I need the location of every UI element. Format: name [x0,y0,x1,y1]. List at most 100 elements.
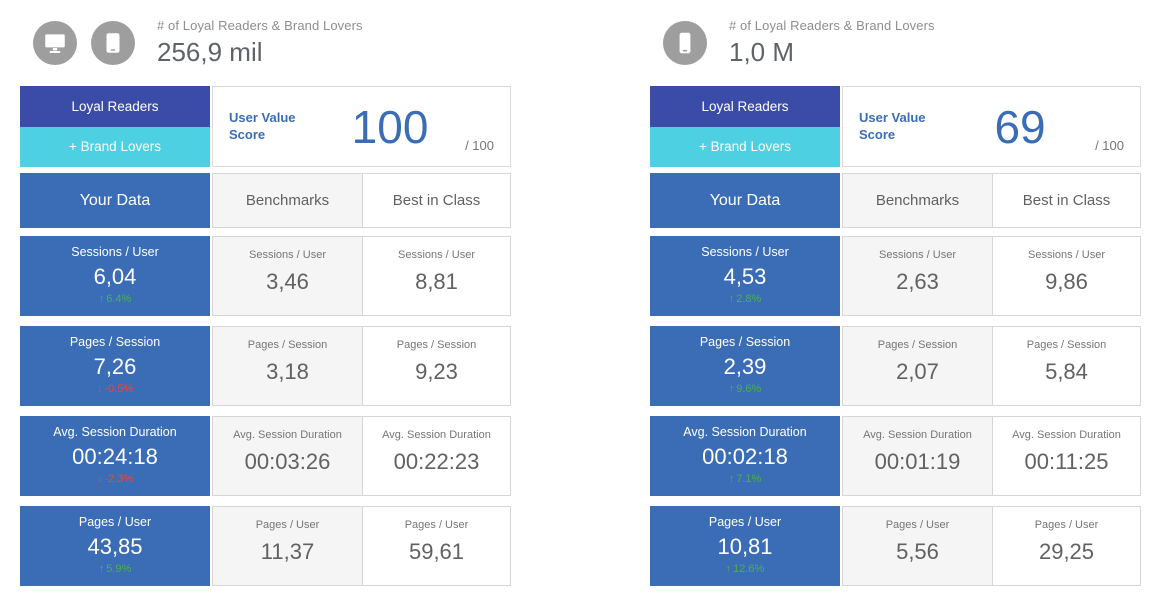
metric-value: 9,86 [1045,269,1088,294]
user-value-score-max: / 100 [1095,138,1124,153]
metric-value: 59,61 [408,539,465,564]
metric-label: Avg. Session Duration [683,425,807,439]
metric-value: 10,81 [717,534,773,559]
column-benchmarks: Benchmarks [842,173,993,228]
metric-value: 00:22:23 [393,449,480,474]
mobile-icon [663,21,707,65]
benchmark-cell: Pages / User 11,37 [212,506,363,586]
user-value-score-label: User Value Score [229,109,296,142]
metric-label: Sessions / User [878,249,957,261]
delta-value: 5.9% [106,563,132,575]
metric-label: Pages / User [885,519,950,531]
metric-value: 00:03:26 [244,449,331,474]
delta-value: -2.3% [104,473,134,485]
metric-value: 43,85 [87,534,143,559]
best-in-class-cell: Sessions / User 8,81 [363,236,511,316]
metric-label: Avg. Session Duration [233,429,342,441]
metric-label: Pages / Session [699,335,791,349]
your-data-cell: Pages / User 43,85 ↑ 5.9% [20,506,210,586]
your-data-cell: Pages / User 10,81 ↑ 12.6% [650,506,840,586]
metric-value: 6,04 [93,264,137,289]
metric-label: Pages / User [1034,519,1099,531]
trend-arrow-icon: ↑ [728,473,735,485]
metric-value: 00:11:25 [1024,449,1109,474]
column-best-in-class: Best in Class [993,173,1141,228]
panel-header: # of Loyal Readers & Brand Lovers 256,9 … [20,14,511,72]
metric-label: Sessions / User [248,249,327,261]
metric-row-sessions-per-user: Sessions / User 4,53 ↑ 2.8% Sessions / Us… [650,236,1141,316]
delta-badge: ↑ 2.8% [729,293,762,305]
your-data-cell: Avg. Session Duration 00:02:18 ↑ 7.1% [650,416,840,496]
metric-row-sessions-per-user: Sessions / User 6,04 ↑ 6.4% Sessions / Us… [20,236,511,316]
metric-label: Pages / Session [396,339,477,351]
delta-badge: ↓ -0.5% [97,383,133,395]
metric-label: Pages / Session [877,339,958,351]
column-headers: Your Data Benchmarks Best in Class [650,173,1141,228]
segment-labels: Loyal Readers + Brand Lovers [650,86,840,167]
panel-total-value: 1,0 M [729,37,795,67]
metric-value: 5,56 [896,539,939,564]
metric-value: 2,07 [896,359,939,384]
metric-value: 9,23 [415,359,458,384]
column-headers: Your Data Benchmarks Best in Class [20,173,511,228]
metric-label: Pages / User [708,515,782,529]
metric-label: Avg. Session Duration [863,429,972,441]
trend-arrow-icon: ↓ [96,383,103,395]
delta-badge: ↑ 9.6% [729,383,762,395]
mobile-icon-glyph [679,32,691,54]
score-body: User Value Score 69 / 100 [842,86,1141,167]
metric-row-pages-per-session: Pages / Session 2,39 ↑ 9.6% Pages / Sessi… [650,326,1141,406]
delta-value: 6.4% [106,293,132,305]
metric-label: Sessions / User [397,249,476,261]
panel-total-value: 256,9 mil [157,37,263,67]
segment-brand-lovers: + Brand Lovers [20,126,210,167]
column-your-data: Your Data [650,173,840,228]
delta-badge: ↑ 12.6% [726,563,765,575]
benchmark-cell: Sessions / User 2,63 [842,236,993,316]
user-value-score-card: Loyal Readers + Brand Lovers User Value … [650,86,1141,167]
metric-label: Sessions / User [701,245,789,259]
metric-value: 7,26 [93,354,137,379]
segment-loyal-readers: Loyal Readers [20,86,210,127]
best-in-class-cell: Pages / Session 5,84 [993,326,1141,406]
desktop-icon-glyph [45,34,65,53]
metric-label: Pages / User [255,519,320,531]
metric-value: 11,37 [260,539,315,564]
metric-value: 00:01:19 [874,449,961,474]
desktop-icon [33,21,77,65]
panel-title: # of Loyal Readers & Brand Lovers [157,18,363,33]
best-in-class-cell: Pages / User 29,25 [993,506,1141,586]
trend-arrow-icon: ↑ [728,383,735,395]
benchmark-cell: Pages / Session 2,07 [842,326,993,406]
delta-value: 12.6% [733,563,765,575]
segment-brand-lovers: + Brand Lovers [650,126,840,167]
benchmark-cell: Avg. Session Duration 00:03:26 [212,416,363,496]
metric-row-avg-session-duration: Avg. Session Duration 00:24:18 ↓ -2.3% Av… [20,416,511,496]
benchmark-cell: Pages / Session 3,18 [212,326,363,406]
tablet-icon-glyph [106,33,120,53]
delta-badge: ↑ 5.9% [99,563,132,575]
benchmark-cell: Pages / User 5,56 [842,506,993,586]
benchmark-cell: Sessions / User 3,46 [212,236,363,316]
score-body: User Value Score 100 / 100 [212,86,511,167]
user-value-score-value: 100 [351,100,429,153]
column-your-data: Your Data [20,173,210,228]
metric-value: 2,63 [896,269,939,294]
trend-arrow-icon: ↑ [725,563,732,575]
delta-badge: ↓ -2.3% [97,473,133,485]
segment-labels: Loyal Readers + Brand Lovers [20,86,210,167]
delta-value: 7.1% [736,473,762,485]
metric-label: Pages / User [404,519,469,531]
metric-value: 4,53 [723,264,767,289]
trend-arrow-icon: ↑ [728,293,735,305]
metric-row-pages-per-session: Pages / Session 7,26 ↓ -0.5% Pages / Sess… [20,326,511,406]
metric-value: 3,18 [266,359,309,384]
user-value-score-card: Loyal Readers + Brand Lovers User Value … [20,86,511,167]
metric-value: 8,81 [415,269,458,294]
metric-value: 29,25 [1038,539,1095,564]
user-value-score-max: / 100 [465,138,494,153]
segment-loyal-readers: Loyal Readers [650,86,840,127]
benchmark-cell: Avg. Session Duration 00:01:19 [842,416,993,496]
delta-value: 2.8% [736,293,762,305]
metric-row-pages-per-user: Pages / User 10,81 ↑ 12.6% Pages / User 5… [650,506,1141,586]
